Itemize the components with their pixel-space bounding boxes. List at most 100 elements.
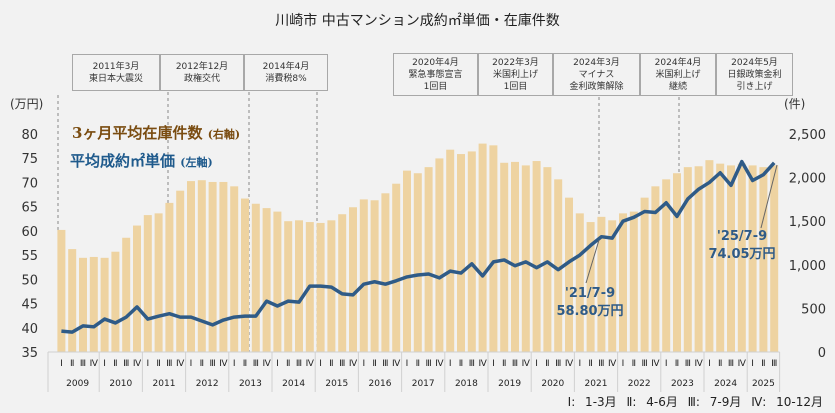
inventory-bar — [457, 154, 465, 352]
inventory-bar — [251, 203, 260, 352]
year-label: 2016 — [369, 379, 392, 389]
inventory-bar — [424, 167, 433, 352]
quarter-label: Ⅰ — [319, 359, 322, 369]
inventory-bar — [241, 198, 249, 352]
quarter-label: Ⅳ — [90, 359, 99, 369]
inventory-bar — [446, 149, 455, 352]
right-axis-tick: 0 — [818, 346, 826, 361]
quarter-label: Ⅲ — [598, 359, 604, 369]
event-text: 米国利上げ — [492, 69, 538, 80]
inventory-bar — [143, 215, 152, 352]
inventory-bar — [554, 179, 563, 352]
inventory-bar — [154, 213, 163, 352]
quarter-label: Ⅲ — [469, 359, 475, 369]
quarter-label: Ⅱ — [588, 359, 592, 369]
quarter-label: Ⅱ — [675, 359, 679, 369]
inventory-bar — [727, 165, 735, 352]
inventory-bar — [619, 213, 627, 352]
year-label: 2014 — [282, 379, 305, 389]
event-date: 2024年5月 — [731, 57, 778, 68]
quarter-label: Ⅰ — [146, 359, 149, 369]
inventory-bar — [284, 221, 293, 352]
quarter-label: Ⅱ — [761, 359, 765, 369]
quarter-label: Ⅰ — [535, 359, 538, 369]
year-label: 2011 — [153, 379, 176, 389]
event-box: 2014年4月 消費税8% — [244, 54, 328, 91]
quarter-label: Ⅲ — [512, 359, 518, 369]
quarter-label: Ⅰ — [665, 359, 668, 369]
inventory-bar — [176, 190, 185, 352]
event-text: 金利政策解除 — [569, 81, 624, 92]
quarter-label: Ⅲ — [123, 359, 129, 369]
event-box: 2011年3月 東日本大震災 — [72, 54, 160, 91]
quarter-label: Ⅰ — [751, 359, 754, 369]
annotation-leader — [760, 164, 778, 229]
inventory-bar — [349, 207, 357, 352]
event-text: 継続 — [668, 81, 687, 92]
quarter-label: Ⅳ — [608, 359, 617, 369]
quarter-label: Ⅳ — [349, 359, 358, 369]
event-text: 東日本大震災 — [88, 73, 143, 84]
left-axis-tick: 75 — [21, 152, 38, 167]
inventory-bar — [381, 193, 390, 352]
inventory-bar — [759, 167, 768, 352]
quarter-label: Ⅰ — [449, 359, 452, 369]
quarter-label: Ⅱ — [113, 359, 117, 369]
quarter-label: Ⅰ — [578, 359, 581, 369]
event-date: 2011年3月 — [92, 61, 140, 72]
left-axis-unit: (万円) — [10, 97, 44, 111]
event-box: 2022年3月 米国利上げ 1回目 — [478, 53, 553, 96]
event-date: 2024年3月 — [573, 57, 620, 68]
inventory-bar — [219, 181, 228, 352]
inventory-bar — [165, 202, 174, 352]
inventory-bar — [187, 181, 195, 352]
quarter-label: Ⅱ — [545, 359, 549, 369]
quarter-label: Ⅲ — [555, 359, 561, 369]
year-label: 2021 — [585, 379, 608, 389]
quarter-label: Ⅰ — [60, 359, 63, 369]
right-axis-unit: (件) — [784, 97, 806, 111]
quarter-label: Ⅱ — [156, 359, 160, 369]
quarter-label: Ⅰ — [362, 359, 365, 369]
quarter-label: Ⅲ — [425, 359, 431, 369]
quarter-label: Ⅲ — [166, 359, 172, 369]
event-box: 2020年4月 緊急事態宣言 1回目 — [393, 53, 478, 96]
inventory-bar — [543, 167, 552, 352]
quarter-label: Ⅱ — [329, 359, 333, 369]
inventory-bar — [370, 200, 379, 352]
year-label: 2022 — [628, 379, 651, 389]
inventory-bar — [57, 229, 66, 352]
quarter-label: Ⅳ — [392, 359, 401, 369]
quarter-label: Ⅳ — [133, 359, 142, 369]
quarter-label: Ⅱ — [70, 359, 74, 369]
year-label: 2009 — [66, 379, 89, 389]
inventory-bar — [748, 165, 757, 352]
quarter-label: Ⅲ — [685, 359, 691, 369]
inventory-bar — [392, 183, 401, 352]
quarter-label: Ⅲ — [80, 359, 86, 369]
quarter-label: Ⅱ — [416, 359, 420, 369]
left-axis-tick: 40 — [21, 322, 38, 337]
event-text: 消費税8% — [265, 73, 307, 84]
inventory-bar — [694, 166, 703, 352]
inventory-bar — [770, 165, 779, 352]
quarter-label: Ⅱ — [200, 359, 204, 369]
legend-price-axis: (左軸) — [180, 156, 213, 169]
quarter-label: Ⅳ — [651, 359, 660, 369]
legend-inventory-name: 3ヶ月平均在庫件数 — [72, 124, 203, 142]
inventory-bar — [79, 257, 87, 352]
quarter-label: Ⅳ — [262, 359, 271, 369]
left-axis-tick: 65 — [21, 201, 38, 216]
quarter-label: Ⅳ — [435, 359, 444, 369]
inventory-bar — [651, 186, 660, 352]
event-text: 引き上げ — [736, 81, 773, 92]
right-axis-tick: 1,500 — [789, 215, 826, 230]
left-axis-tick: 80 — [21, 128, 38, 143]
quarter-label: Ⅰ — [233, 359, 236, 369]
quarter-label: Ⅰ — [103, 359, 106, 369]
quarter-label: Ⅲ — [339, 359, 345, 369]
inventory-bar — [608, 220, 617, 352]
quarter-label: Ⅳ — [219, 359, 228, 369]
year-label: 2015 — [325, 379, 348, 389]
